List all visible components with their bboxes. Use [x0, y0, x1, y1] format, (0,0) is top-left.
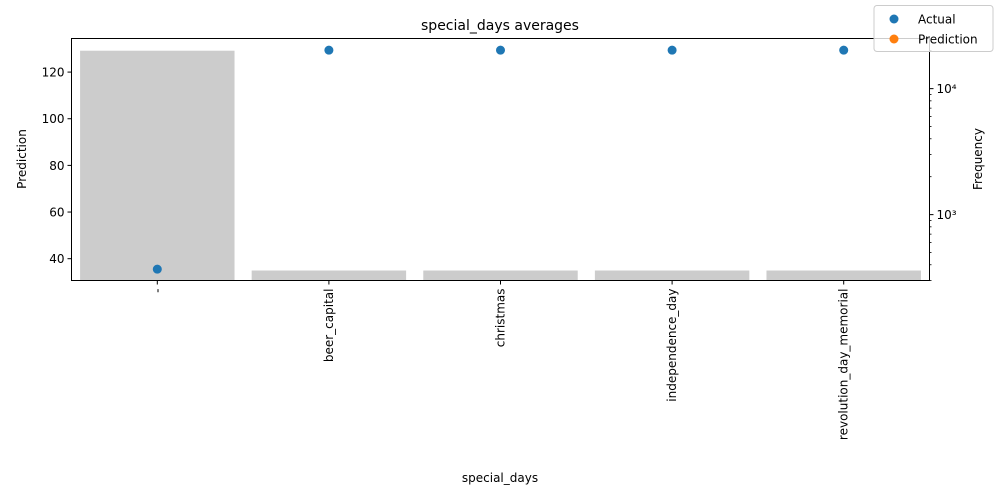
plot-frame	[71, 38, 930, 281]
legend-label: Prediction	[918, 33, 978, 47]
frequency-bar	[594, 270, 750, 281]
legend-marker	[889, 34, 899, 44]
x-axis-label: special_days	[462, 471, 538, 485]
actual-point	[152, 264, 162, 274]
chart-title: special_days averages	[421, 18, 579, 34]
x-tick-label: revolution_day_memorial	[837, 289, 851, 441]
y-tick-label: 40	[49, 252, 64, 266]
x-tick-label: beer_capital	[322, 289, 336, 363]
actual-point	[496, 45, 505, 55]
frequency-bar	[80, 50, 235, 281]
legend-label: Actual	[918, 13, 956, 27]
frequency-bar	[251, 270, 407, 281]
frequency-bar	[423, 270, 578, 281]
scatter-points	[152, 45, 849, 274]
legend-box	[873, 5, 994, 52]
x-tick-label: independence_day	[665, 289, 679, 402]
y2-tick-label: 10³	[937, 208, 957, 222]
y-axis-label: Prediction	[15, 129, 29, 189]
actual-point	[667, 45, 677, 55]
frequency-bar	[766, 270, 921, 281]
actual-point	[324, 45, 334, 55]
y-tick-label: 120	[42, 66, 65, 80]
y2-axis-label: Frequency	[971, 128, 985, 190]
x-tick-label: christmas	[494, 289, 508, 348]
left-y-axis: 40 60 80 100 120	[42, 66, 72, 266]
x-axis: - beer_capital christmas independence_day re…	[150, 280, 851, 441]
actual-point	[839, 45, 849, 55]
right-y-axis: 10³ 10⁴	[929, 50, 957, 281]
y-tick-label: 60	[49, 206, 64, 220]
frequency-bars	[80, 50, 921, 281]
y-tick-label: 80	[49, 159, 64, 173]
x-tick-label: -	[150, 289, 164, 293]
y2-tick-label: 10⁴	[937, 82, 957, 96]
legend: Actual Prediction	[873, 5, 994, 52]
legend-marker	[889, 14, 899, 24]
y-tick-label: 100	[42, 112, 65, 126]
